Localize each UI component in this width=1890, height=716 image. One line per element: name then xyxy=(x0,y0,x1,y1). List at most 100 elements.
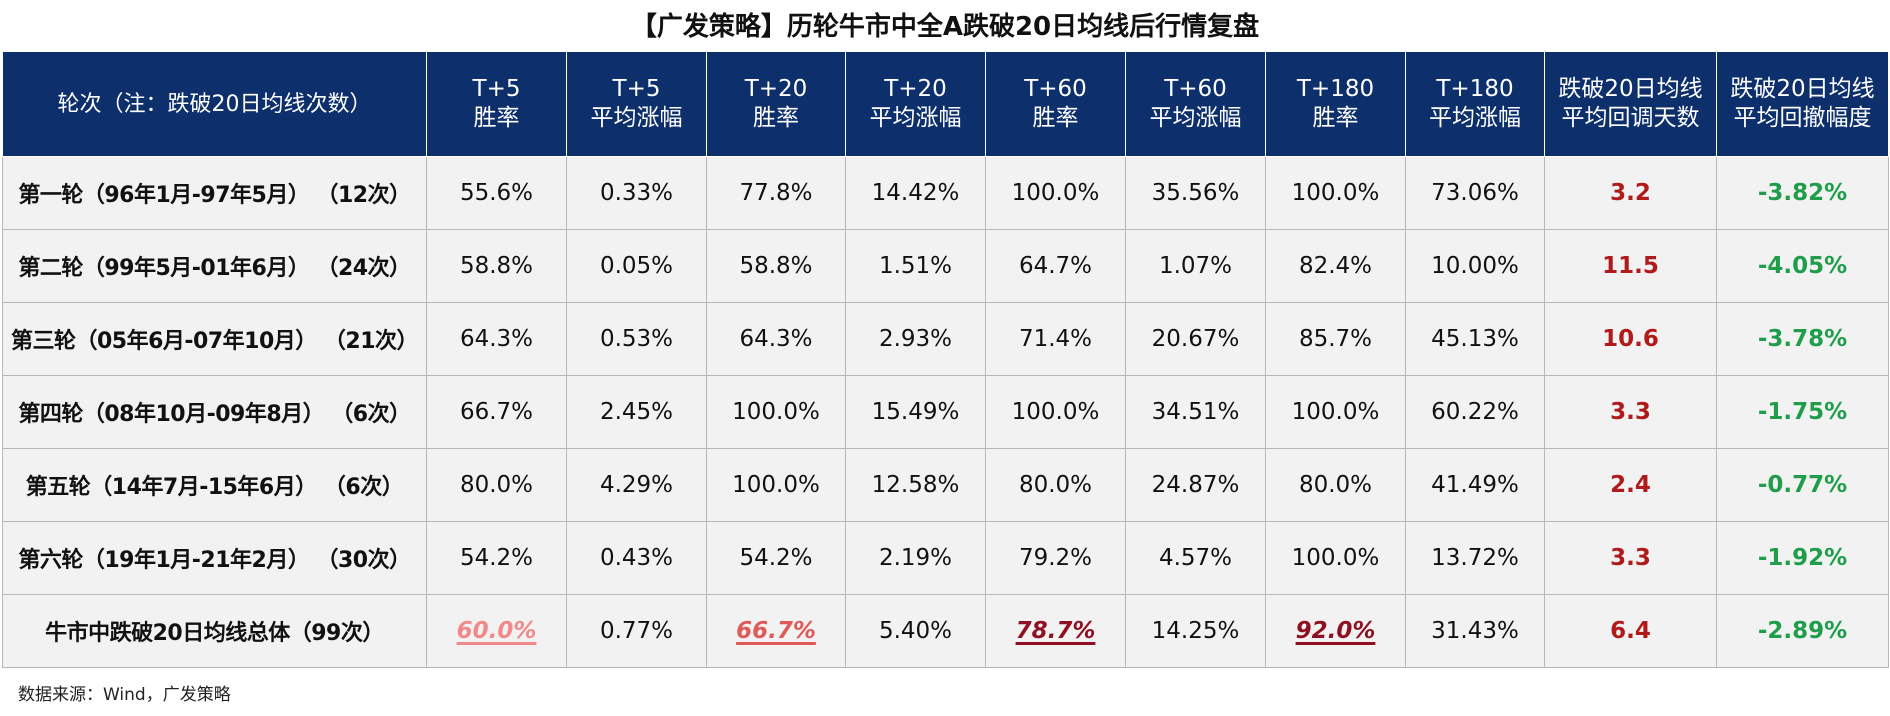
cell-t180-avg-gain: 31.43% xyxy=(1405,594,1545,668)
cell-t60-winrate: 80.0% xyxy=(985,448,1126,522)
cell-t180-winrate: 80.0% xyxy=(1265,448,1406,522)
cell-t5-avg-gain: 0.05% xyxy=(566,229,707,303)
cell-t180-avg-gain: 45.13% xyxy=(1405,302,1545,376)
cell-t5-avg-gain: 0.33% xyxy=(566,156,707,230)
cell-retrace-days: 2.4 xyxy=(1544,448,1717,522)
cell-t20-avg-gain: 2.93% xyxy=(845,302,986,376)
round-label: 第三轮（05年6月-07年10月） （21次） xyxy=(2,302,427,376)
cell-t20-avg-gain: 5.40% xyxy=(845,594,986,668)
round-label: 第五轮（14年7月-15年6月） （6次） xyxy=(2,448,427,522)
cell-drawdown: -0.77% xyxy=(1716,448,1889,522)
cell-t5-winrate: 54.2% xyxy=(426,521,567,595)
cell-t180-winrate: 100.0% xyxy=(1265,156,1406,230)
cell-t5-winrate: 66.7% xyxy=(426,375,567,449)
header-drawdown: 跌破20日均线 平均回撤幅度 xyxy=(1716,52,1889,157)
total-row: 牛市中跌破20日均线总体（99次） 60.0% 0.77% 66.7% 5.40… xyxy=(2,594,1889,668)
header-t180-avg-gain: T+180 平均涨幅 xyxy=(1405,52,1545,157)
cell-t180-winrate: 100.0% xyxy=(1265,375,1406,449)
header-t5-winrate: T+5 胜率 xyxy=(426,52,567,157)
cell-t5-winrate: 80.0% xyxy=(426,448,567,522)
cell-t20-avg-gain: 14.42% xyxy=(845,156,986,230)
cell-t5-avg-gain: 0.53% xyxy=(566,302,707,376)
cell-t60-avg-gain: 24.87% xyxy=(1125,448,1266,522)
table-row: 第四轮（08年10月-09年8月） （6次） 66.7% 2.45% 100.0… xyxy=(2,375,1889,449)
cell-drawdown: -2.89% xyxy=(1716,594,1889,668)
cell-t180-avg-gain: 60.22% xyxy=(1405,375,1545,449)
header-t60-winrate: T+60 胜率 xyxy=(985,52,1126,157)
cell-retrace-days: 10.6 xyxy=(1544,302,1717,376)
cell-t60-winrate: 78.7% xyxy=(985,594,1126,668)
table-row: 第五轮（14年7月-15年6月） （6次） 80.0% 4.29% 100.0%… xyxy=(2,448,1889,522)
cell-t5-avg-gain: 2.45% xyxy=(566,375,707,449)
cell-t180-winrate: 100.0% xyxy=(1265,521,1406,595)
cell-t180-avg-gain: 13.72% xyxy=(1405,521,1545,595)
cell-t60-avg-gain: 20.67% xyxy=(1125,302,1266,376)
header-t180-winrate: T+180 胜率 xyxy=(1265,52,1406,157)
cell-t60-avg-gain: 1.07% xyxy=(1125,229,1266,303)
cell-t20-winrate: 77.8% xyxy=(706,156,846,230)
highlight-value: 78.7% xyxy=(1015,618,1096,644)
cell-t5-winrate: 55.6% xyxy=(426,156,567,230)
header-round: 轮次（注：跌破20日均线次数） xyxy=(2,52,427,157)
cell-t5-avg-gain: 0.43% xyxy=(566,521,707,595)
header-t20-winrate: T+20 胜率 xyxy=(706,52,846,157)
table-row: 第二轮（99年5月-01年6月） （24次） 58.8% 0.05% 58.8%… xyxy=(2,229,1889,303)
cell-t20-avg-gain: 15.49% xyxy=(845,375,986,449)
round-label: 第一轮（96年1月-97年5月） （12次） xyxy=(2,156,427,230)
cell-t60-winrate: 100.0% xyxy=(985,156,1126,230)
cell-t180-avg-gain: 41.49% xyxy=(1405,448,1545,522)
cell-drawdown: -1.75% xyxy=(1716,375,1889,449)
cell-retrace-days: 11.5 xyxy=(1544,229,1717,303)
table-row: 第六轮（19年1月-21年2月） （30次） 54.2% 0.43% 54.2%… xyxy=(2,521,1889,595)
cell-t60-winrate: 64.7% xyxy=(985,229,1126,303)
cell-t5-winrate: 58.8% xyxy=(426,229,567,303)
header-t5-avg-gain: T+5 平均涨幅 xyxy=(566,52,707,157)
cell-t60-avg-gain: 35.56% xyxy=(1125,156,1266,230)
cell-t20-winrate: 64.3% xyxy=(706,302,846,376)
cell-retrace-days: 3.3 xyxy=(1544,521,1717,595)
cell-t20-avg-gain: 2.19% xyxy=(845,521,986,595)
cell-t20-winrate: 100.0% xyxy=(706,448,846,522)
table-row: 第三轮（05年6月-07年10月） （21次） 64.3% 0.53% 64.3… xyxy=(2,302,1889,376)
cell-t180-winrate: 85.7% xyxy=(1265,302,1406,376)
cell-t180-avg-gain: 73.06% xyxy=(1405,156,1545,230)
cell-t5-avg-gain: 4.29% xyxy=(566,448,707,522)
cell-t20-avg-gain: 12.58% xyxy=(845,448,986,522)
header-t60-avg-gain: T+60 平均涨幅 xyxy=(1125,52,1266,157)
highlight-value: 60.0% xyxy=(456,618,537,644)
table-row: 第一轮（96年1月-97年5月） （12次） 55.6% 0.33% 77.8%… xyxy=(2,156,1889,230)
cell-t60-winrate: 79.2% xyxy=(985,521,1126,595)
cell-t180-winrate: 92.0% xyxy=(1265,594,1406,668)
cell-t60-avg-gain: 34.51% xyxy=(1125,375,1266,449)
cell-t20-winrate: 54.2% xyxy=(706,521,846,595)
cell-t20-winrate: 58.8% xyxy=(706,229,846,303)
header-t20-avg-gain: T+20 平均涨幅 xyxy=(845,52,986,157)
round-label: 第四轮（08年10月-09年8月） （6次） xyxy=(2,375,427,449)
header-retrace-days: 跌破20日均线 平均回调天数 xyxy=(1544,52,1717,157)
cell-t5-avg-gain: 0.77% xyxy=(566,594,707,668)
cell-t20-winrate: 66.7% xyxy=(706,594,846,668)
cell-drawdown: -3.82% xyxy=(1716,156,1889,230)
cell-drawdown: -4.05% xyxy=(1716,229,1889,303)
cell-t60-avg-gain: 4.57% xyxy=(1125,521,1266,595)
total-label: 牛市中跌破20日均线总体（99次） xyxy=(2,594,427,668)
cell-t60-winrate: 71.4% xyxy=(985,302,1126,376)
cell-drawdown: -3.78% xyxy=(1716,302,1889,376)
cell-t5-winrate: 60.0% xyxy=(426,594,567,668)
cell-retrace-days: 3.3 xyxy=(1544,375,1717,449)
data-source-note: 数据来源：Wind，广发策略 xyxy=(18,685,231,705)
cell-t180-avg-gain: 10.00% xyxy=(1405,229,1545,303)
cell-t20-avg-gain: 1.51% xyxy=(845,229,986,303)
cell-t20-winrate: 100.0% xyxy=(706,375,846,449)
cell-t60-winrate: 100.0% xyxy=(985,375,1126,449)
header-row: 轮次（注：跌破20日均线次数） T+5 胜率 T+5 平均涨幅 T+20 胜率 T+2… xyxy=(2,52,1889,157)
round-label: 第六轮（19年1月-21年2月） （30次） xyxy=(2,521,427,595)
cell-t60-avg-gain: 14.25% xyxy=(1125,594,1266,668)
round-label: 第二轮（99年5月-01年6月） （24次） xyxy=(2,229,427,303)
highlight-value: 92.0% xyxy=(1295,618,1376,644)
highlight-value: 66.7% xyxy=(736,618,816,644)
cell-retrace-days: 6.4 xyxy=(1544,594,1717,668)
cell-drawdown: -1.92% xyxy=(1716,521,1889,595)
cell-retrace-days: 3.2 xyxy=(1544,156,1717,230)
review-table: 轮次（注：跌破20日均线次数） T+5 胜率 T+5 平均涨幅 T+20 胜率 T+2… xyxy=(2,52,1889,668)
